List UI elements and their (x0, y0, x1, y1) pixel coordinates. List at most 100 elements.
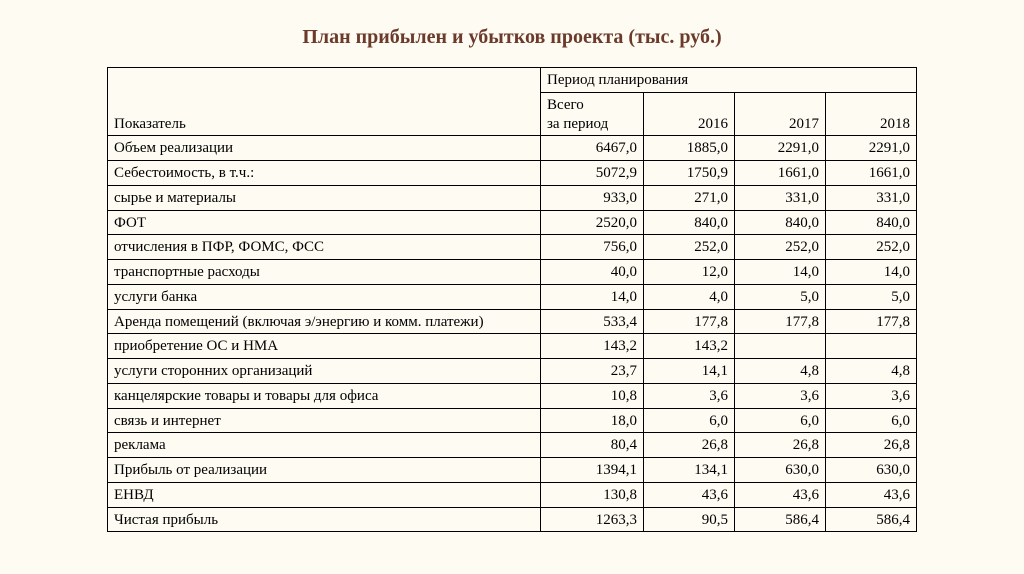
row-value: 177,8 (735, 309, 826, 334)
row-value: 177,8 (644, 309, 735, 334)
row-value: 134,1 (644, 458, 735, 483)
row-value: 586,4 (735, 507, 826, 532)
row-value (826, 334, 917, 359)
row-total: 130,8 (541, 482, 644, 507)
row-value: 26,8 (735, 433, 826, 458)
row-value: 331,0 (826, 185, 917, 210)
row-value: 3,6 (735, 383, 826, 408)
row-total: 14,0 (541, 284, 644, 309)
row-label: транспортные расходы (108, 260, 541, 285)
page-title: План прибылен и убытков проекта (тыс. ру… (0, 0, 1024, 67)
header-year-2016: 2016 (644, 92, 735, 136)
row-value: 26,8 (826, 433, 917, 458)
table-row: канцелярские товары и товары для офиса10… (108, 383, 917, 408)
row-value: 14,0 (735, 260, 826, 285)
row-total: 10,8 (541, 383, 644, 408)
row-value: 43,6 (826, 482, 917, 507)
row-value: 840,0 (735, 210, 826, 235)
row-value: 43,6 (735, 482, 826, 507)
header-total-line2: за период (547, 116, 608, 132)
table-row: сырье и материалы933,0271,0331,0331,0 (108, 185, 917, 210)
table-row: реклама80,426,826,826,8 (108, 433, 917, 458)
header-total: Всего за период (541, 92, 644, 136)
table-row: Прибыль от реализации1394,1134,1630,0630… (108, 458, 917, 483)
row-total: 80,4 (541, 433, 644, 458)
row-label: канцелярские товары и товары для офиса (108, 383, 541, 408)
table-container: Показатель Период планирования Всего за … (0, 67, 1024, 532)
row-value: 43,6 (644, 482, 735, 507)
row-value: 6,0 (644, 408, 735, 433)
row-total: 143,2 (541, 334, 644, 359)
row-value: 2291,0 (826, 136, 917, 161)
row-label: Объем реализации (108, 136, 541, 161)
row-value: 1750,9 (644, 161, 735, 186)
row-total: 1263,3 (541, 507, 644, 532)
row-value: 26,8 (644, 433, 735, 458)
row-value: 630,0 (735, 458, 826, 483)
row-total: 23,7 (541, 359, 644, 384)
row-total: 5072,9 (541, 161, 644, 186)
row-value: 4,8 (826, 359, 917, 384)
table-row: Себестоимость, в т.ч.:5072,91750,9 1661,0… (108, 161, 917, 186)
row-label: приобретение ОС и НМА (108, 334, 541, 359)
row-value: 5,0 (735, 284, 826, 309)
table-row: Чистая прибыль1263,390,5586,4586,4 (108, 507, 917, 532)
row-total: 6467,0 (541, 136, 644, 161)
table-row: транспортные расходы40,012,014,014,0 (108, 260, 917, 285)
table-row: услуги сторонних организаций23,714,14,84… (108, 359, 917, 384)
row-total: 18,0 (541, 408, 644, 433)
table-row: Объем реализации6467,01885,02291,02291,0 (108, 136, 917, 161)
row-value: 1661,0 (826, 161, 917, 186)
row-value: 90,5 (644, 507, 735, 532)
row-total: 533,4 (541, 309, 644, 334)
table-row: ФОТ2520,0840,0840,0840,0 (108, 210, 917, 235)
row-label: сырье и материалы (108, 185, 541, 210)
table-row: ЕНВД130,843,643,643,6 (108, 482, 917, 507)
row-total: 40,0 (541, 260, 644, 285)
table-row: Аренда помещений (включая э/энергию и ко… (108, 309, 917, 334)
row-value: 4,8 (735, 359, 826, 384)
header-total-line1: Всего (547, 97, 584, 113)
row-value: 271,0 (644, 185, 735, 210)
row-total: 933,0 (541, 185, 644, 210)
row-value: 331,0 (735, 185, 826, 210)
row-value: 840,0 (826, 210, 917, 235)
row-value: 6,0 (826, 408, 917, 433)
row-value: 177,8 (826, 309, 917, 334)
row-value: 14,0 (826, 260, 917, 285)
header-indicator: Показатель (108, 68, 541, 136)
row-value: 630,0 (826, 458, 917, 483)
row-value: 143,2 (644, 334, 735, 359)
row-value: 14,1 (644, 359, 735, 384)
table-row: приобретение ОС и НМА143,2143,2 (108, 334, 917, 359)
row-label: Аренда помещений (включая э/энергию и ко… (108, 309, 541, 334)
row-label: отчисления в ПФР, ФОМС, ФСС (108, 235, 541, 260)
row-value: 3,6 (644, 383, 735, 408)
row-label: ФОТ (108, 210, 541, 235)
table-header-row-1: Показатель Период планирования (108, 68, 917, 93)
row-total: 2520,0 (541, 210, 644, 235)
table-body: Объем реализации6467,01885,02291,02291,0… (108, 136, 917, 532)
header-year-2017: 2017 (735, 92, 826, 136)
row-value: 4,0 (644, 284, 735, 309)
table-row: отчисления в ПФР, ФОМС, ФСС756,0252,0252… (108, 235, 917, 260)
row-value: 586,4 (826, 507, 917, 532)
row-value: 252,0 (826, 235, 917, 260)
profit-loss-table: Показатель Период планирования Всего за … (107, 67, 917, 532)
row-value: 2291,0 (735, 136, 826, 161)
table-row: услуги банка14,04,05,05,0 (108, 284, 917, 309)
row-label: Чистая прибыль (108, 507, 541, 532)
row-label: Себестоимость, в т.ч.: (108, 161, 541, 186)
header-period: Период планирования (541, 68, 917, 93)
row-value: 840,0 (644, 210, 735, 235)
row-value (735, 334, 826, 359)
row-value: 6,0 (735, 408, 826, 433)
row-value: 3,6 (826, 383, 917, 408)
row-label: Прибыль от реализации (108, 458, 541, 483)
row-value: 252,0 (644, 235, 735, 260)
row-label: услуги банка (108, 284, 541, 309)
table-row: связь и интернет18,06,06,06,0 (108, 408, 917, 433)
row-value: 5,0 (826, 284, 917, 309)
row-value: 12,0 (644, 260, 735, 285)
row-label: услуги сторонних организаций (108, 359, 541, 384)
